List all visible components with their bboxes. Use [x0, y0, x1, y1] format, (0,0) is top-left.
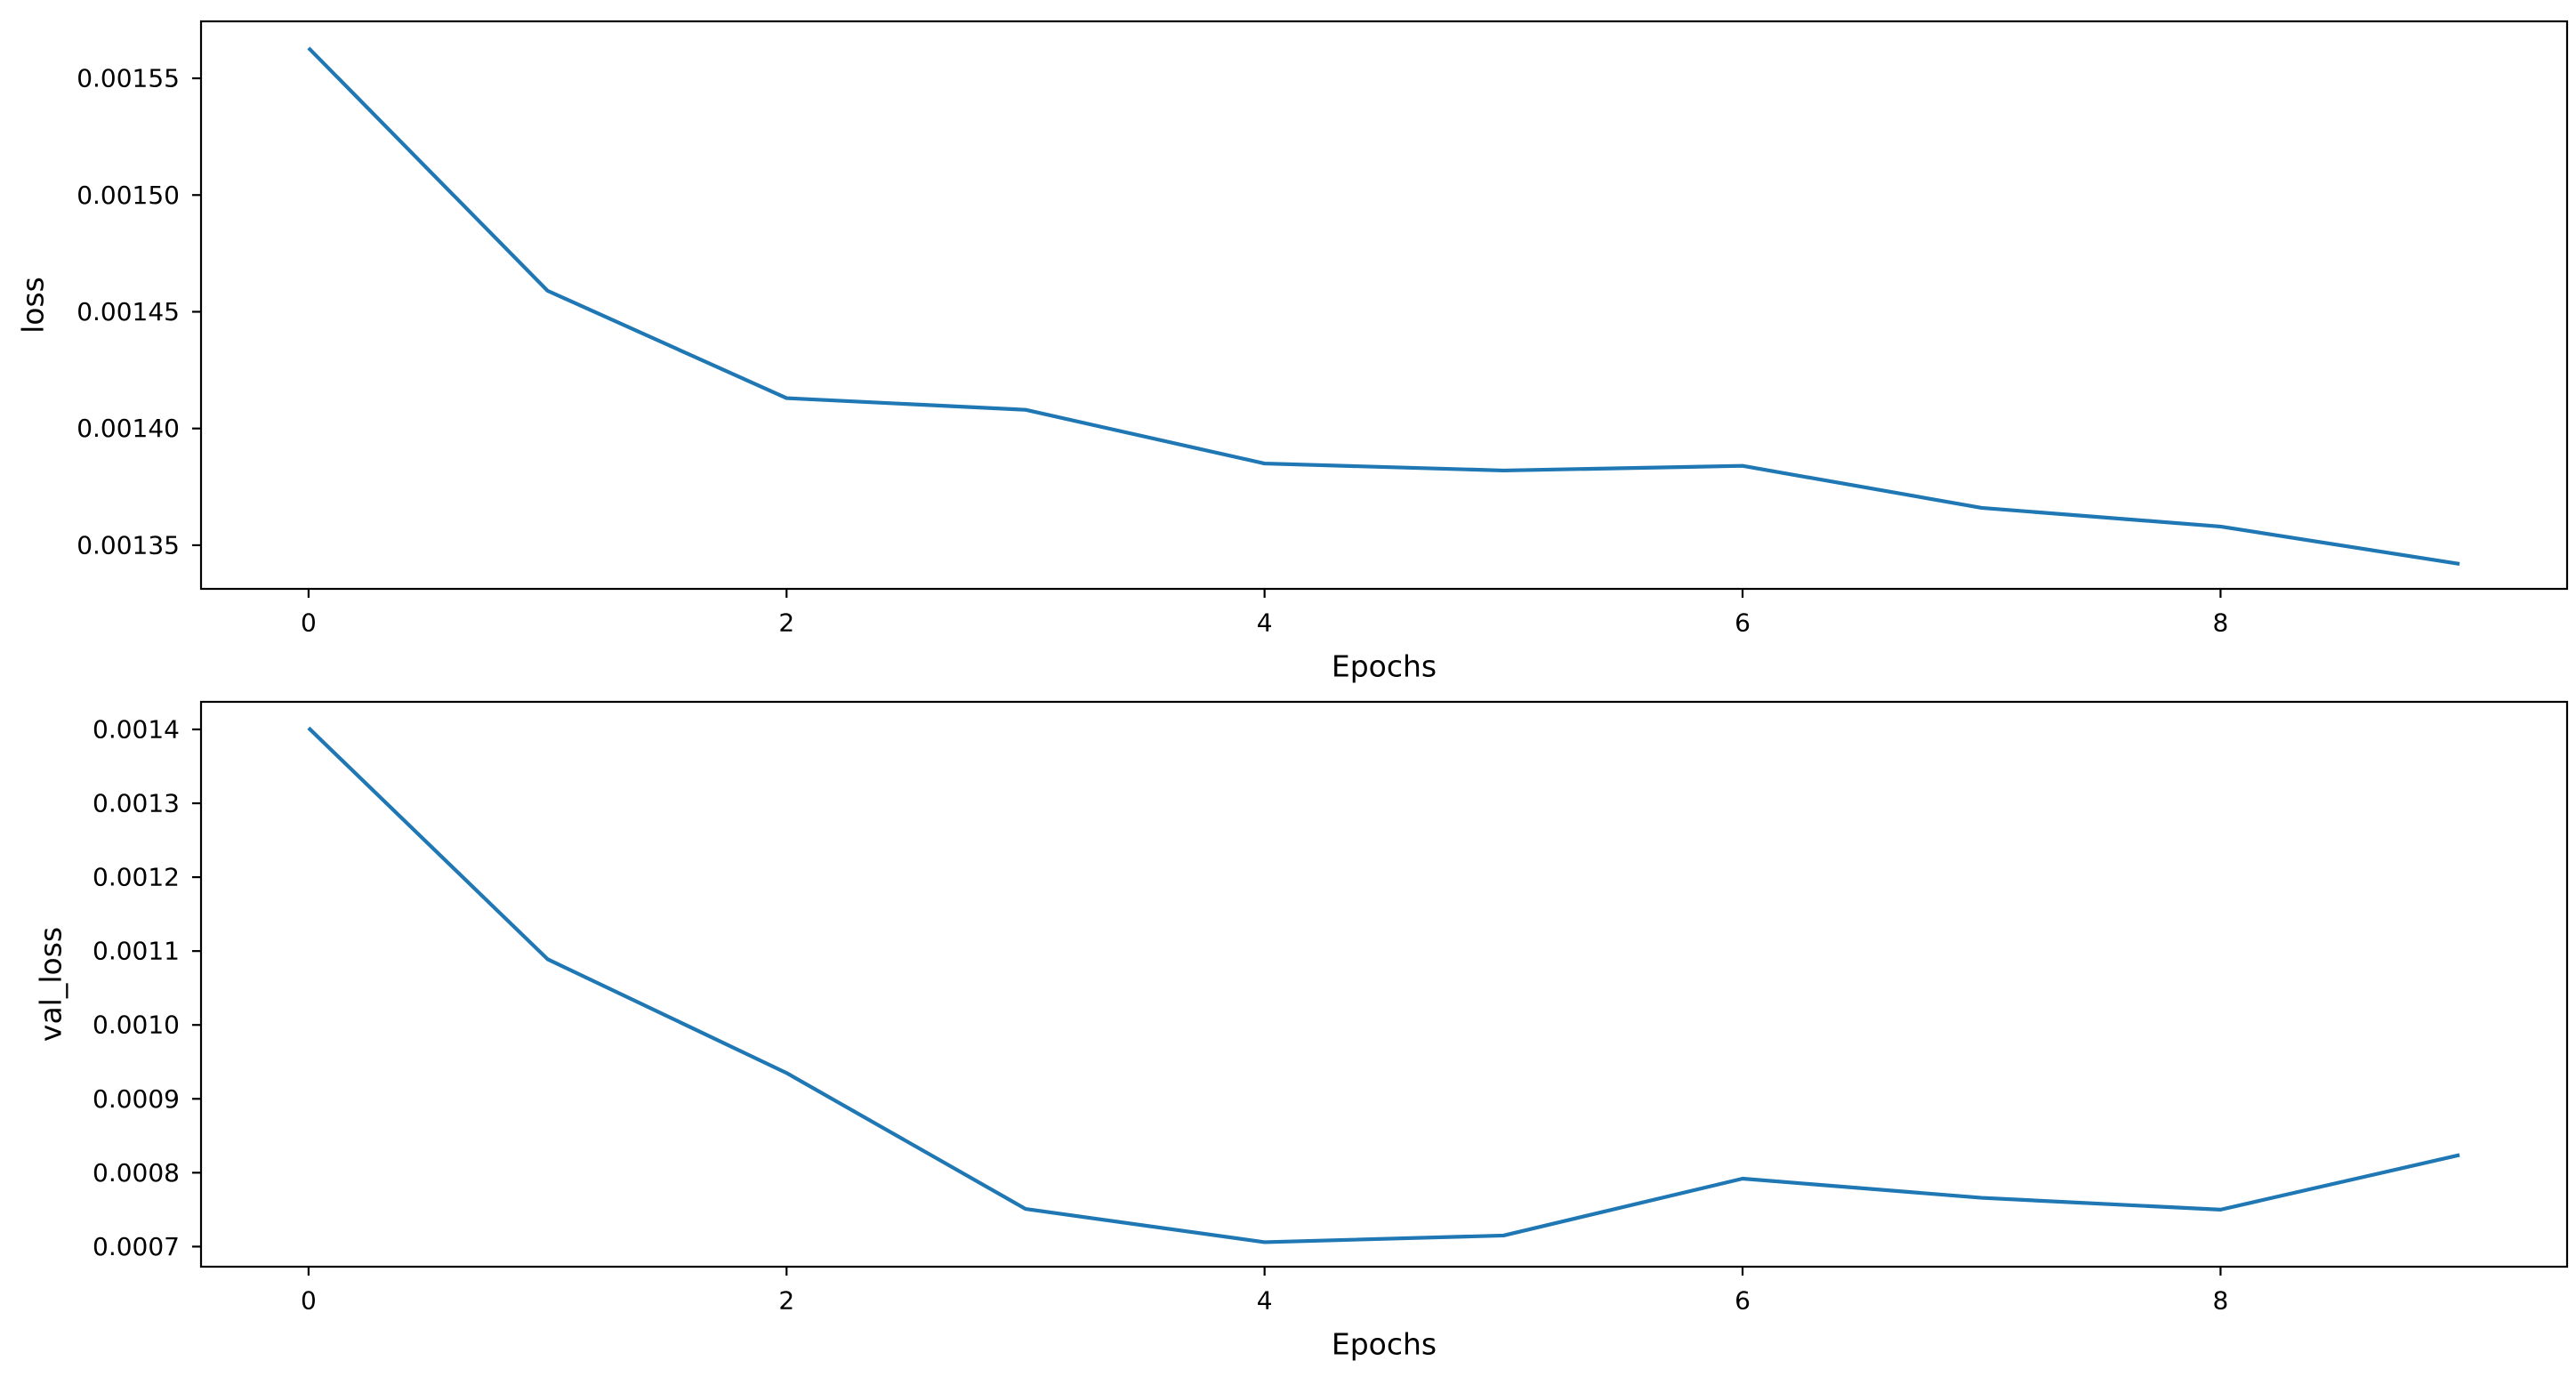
loss-y-tick-label: 0.00135: [76, 530, 180, 560]
val-loss-y-tick-label: 0.0008: [93, 1158, 180, 1188]
loss-x-tick-label: 4: [1257, 608, 1273, 638]
val-loss-y-tick-label: 0.0009: [93, 1084, 180, 1114]
loss-yaxis-label: loss: [16, 277, 51, 334]
loss-line: [307, 46, 2460, 566]
val-loss-y-tick-label: 0.0011: [93, 937, 180, 966]
val-loss-yaxis-label: val_loss: [34, 927, 68, 1042]
val-loss-plot-area: [199, 700, 2569, 1268]
loss-y-tick-label: 0.00145: [76, 297, 180, 326]
loss-x-tick-label: 2: [778, 608, 794, 638]
loss-x-tick-label: 0: [301, 608, 317, 638]
loss-xaxis-label: Epochs: [1332, 649, 1437, 684]
val-loss-y-tick-label: 0.0012: [93, 863, 180, 892]
loss-x-tick-label: 6: [1735, 608, 1751, 638]
val-loss-x-tick-label: 0: [301, 1286, 317, 1316]
val-loss-x-tick-label: 4: [1257, 1286, 1273, 1316]
val-loss-line: [307, 726, 2460, 1244]
loss-y-tick-label: 0.00155: [76, 64, 180, 93]
loss-x-tick-label: 8: [2212, 608, 2228, 638]
val-loss-xaxis-label: Epochs: [1332, 1327, 1437, 1362]
val-loss-y-tick-label: 0.0010: [93, 1011, 180, 1040]
loss-y-tick-label: 0.00140: [76, 414, 180, 443]
val-loss-y-tick-label: 0.0007: [93, 1232, 180, 1261]
val-loss-y-tick-label: 0.0013: [93, 789, 180, 818]
val-loss-y-tick-label: 0.0014: [93, 714, 180, 744]
loss-plot-area: [199, 20, 2569, 591]
val-loss-x-tick-label: 6: [1735, 1286, 1751, 1316]
loss-y-tick-label: 0.00150: [76, 181, 180, 210]
val-loss-x-tick-label: 8: [2212, 1286, 2228, 1316]
val-loss-x-tick-label: 2: [778, 1286, 794, 1316]
loss-chart: 0 2 4 6 8 0.00135 0.00140 0.00145 0.00150 0.00155…: [16, 20, 2569, 684]
val-loss-chart: 0 2 4 6 8 0.0007 0.0008 0.0009 0.0010 0.0011 0.001…: [34, 700, 2569, 1362]
